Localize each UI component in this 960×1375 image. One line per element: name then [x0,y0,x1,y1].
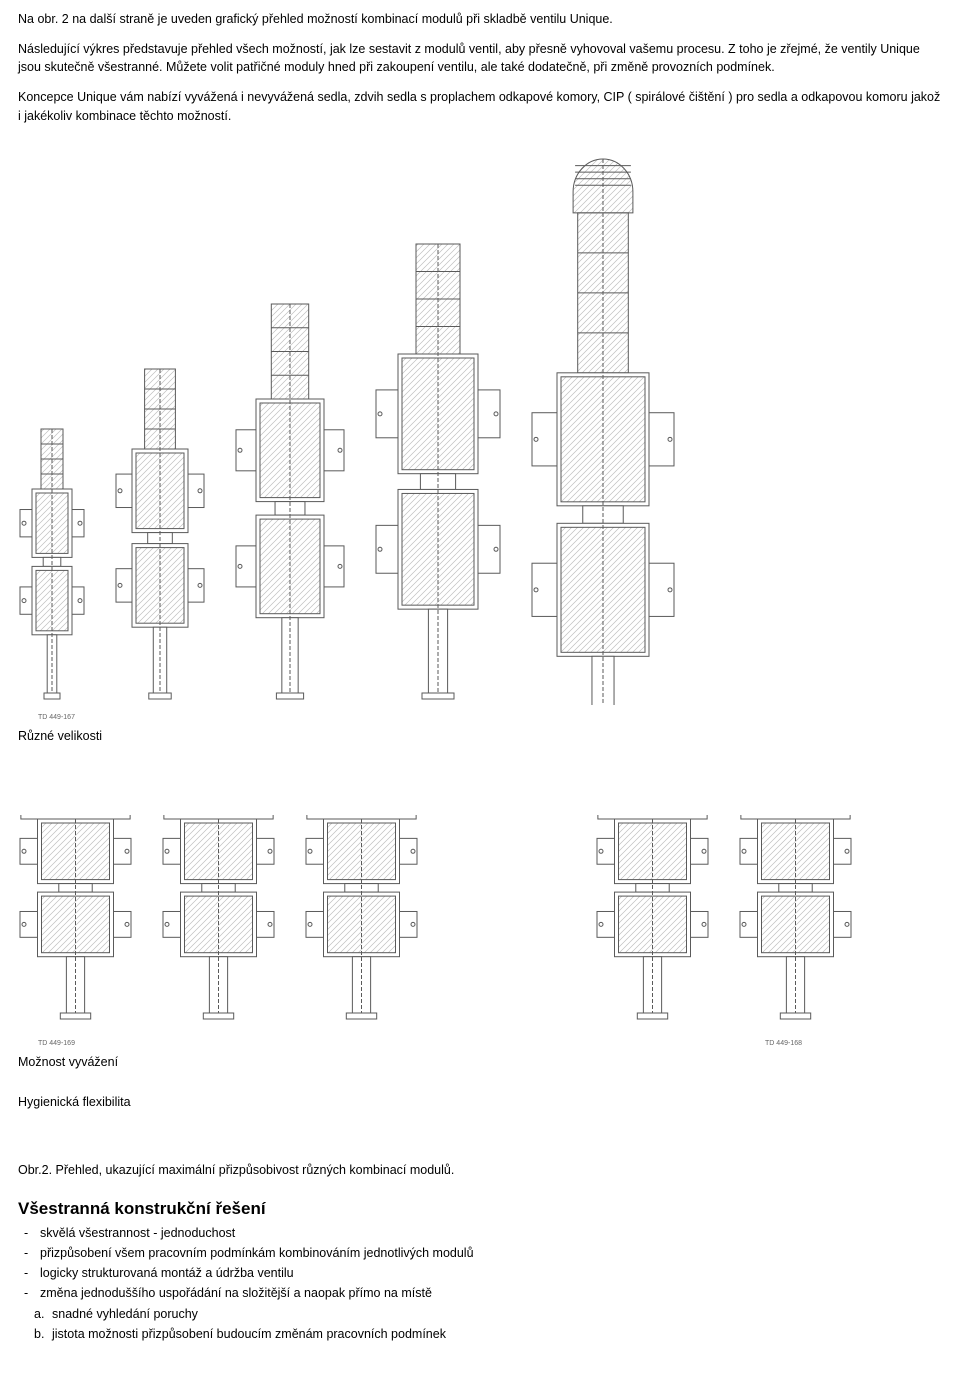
figure-caption-hygiene: Hygienická flexibilita [18,1093,782,1111]
valve-drawing-icon [114,365,206,705]
intro-paragraph-3: Koncepce Unique vám nabízí vyvážená i ne… [18,88,942,124]
valve-drawing-icon [161,815,276,1025]
feature-sublist: snadné vyhledání poruchy jistota možnost… [34,1305,942,1343]
valve-drawing-icon [530,155,676,705]
valve-drawing-icon [18,815,133,1025]
figure-caption-sizes: Různé velikosti [18,727,942,745]
valve-drawing-icon [595,815,710,1025]
obr2-caption: Obr.2. Přehled, ukazující maximální přiz… [18,1161,942,1179]
feature-subitem-a: snadné vyhledání poruchy [34,1305,942,1323]
figure-ref-2-right: TD 449-168 [765,1039,802,1049]
feature-item: logicky strukturovaná montáž a údržba ve… [24,1264,942,1282]
feature-item: přizpůsobení všem pracovním podmínkám ko… [24,1244,504,1262]
figure-caption-balance: Možnost vyvážení [18,1053,118,1071]
valve-drawing-icon [234,300,346,705]
figure-balance-row [18,815,942,1025]
feature-item: skvělá všestrannost - jednoduchost [24,1224,942,1242]
feature-item: změna jednoduššího uspořádání na složitě… [24,1284,942,1302]
valve-drawing-icon [304,815,419,1025]
section-heading: Všestranná konstrukční řešení [18,1197,942,1222]
feature-subitem-b: jistota možnosti přizpůsobení budoucím z… [34,1325,942,1343]
valve-drawing-icon [18,425,86,705]
figure-ref-2-left: TD 449-169 [38,1039,118,1049]
intro-paragraph-1: Na obr. 2 na další straně je uveden graf… [18,10,942,28]
figure-sizes-row [18,155,942,705]
figure-ref-1: TD 449-167 [38,713,942,723]
valve-drawing-icon [374,240,502,705]
feature-list: skvělá všestrannost - jednoduchost přizp… [24,1224,942,1303]
valve-drawing-icon [738,815,853,1025]
intro-paragraph-2: Následující výkres představuje přehled v… [18,40,942,76]
